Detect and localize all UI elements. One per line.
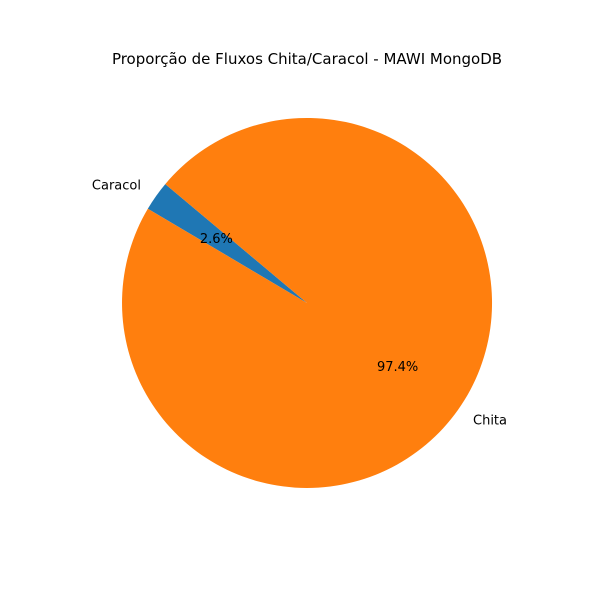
- pie-slice-chita: [122, 117, 493, 488]
- pie-slices: [122, 117, 493, 488]
- slice-pct-caracol: 2.6%: [200, 232, 233, 247]
- pie-labels: Caracol 2.6% Chita 97.4%: [92, 178, 507, 428]
- chart-title: Proporção de Fluxos Chita/Caracol - MAWI…: [112, 50, 502, 68]
- pie-slice-caracol: [147, 184, 307, 303]
- slice-label-chita: Chita: [473, 414, 507, 429]
- slice-label-caracol: Caracol: [92, 178, 141, 193]
- slice-pct-chita: 97.4%: [377, 360, 418, 375]
